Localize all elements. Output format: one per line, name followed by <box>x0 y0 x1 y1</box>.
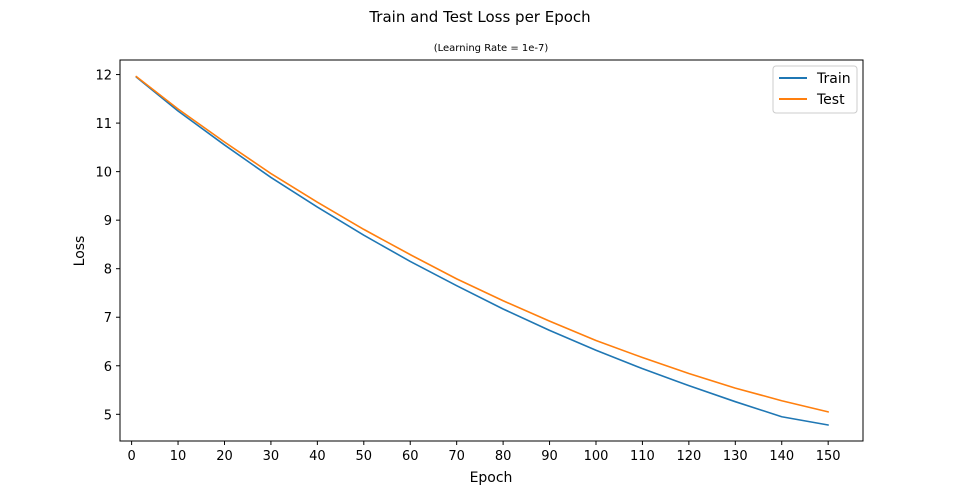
x-tick-label: 140 <box>769 449 794 464</box>
x-tick-label: 60 <box>402 449 419 464</box>
y-tick-label: 7 <box>104 311 112 326</box>
plot-frame <box>119 59 864 442</box>
y-tick-label: 9 <box>104 214 112 229</box>
legend-label-train: Train <box>816 71 851 87</box>
y-axis-label: Loss <box>72 236 88 267</box>
x-tick-label: 20 <box>216 449 233 464</box>
x-tick-label: 40 <box>309 449 326 464</box>
chart-title: Train and Test Loss per Epoch <box>368 8 590 26</box>
x-tick-label: 90 <box>541 449 558 464</box>
y-tick-label: 12 <box>95 69 112 84</box>
x-tick-label: 150 <box>816 449 841 464</box>
x-tick-label: 130 <box>723 449 748 464</box>
y-tick-label: 5 <box>104 408 112 423</box>
plot-lines <box>135 75 829 426</box>
x-tick-label: 0 <box>127 449 135 464</box>
y-tick-label: 10 <box>95 166 112 181</box>
series-line-train <box>135 76 829 426</box>
y-tick-label: 8 <box>104 263 112 278</box>
legend: Train Test <box>772 65 858 114</box>
y-tick-label: 6 <box>104 360 112 375</box>
x-tick-label: 70 <box>448 449 465 464</box>
legend-label-test: Test <box>816 92 845 108</box>
x-tick-label: 80 <box>495 449 512 464</box>
x-tick-label: 10 <box>170 449 187 464</box>
x-tick-label: 120 <box>676 449 701 464</box>
chart-subtitle: (Learning Rate = 1e-7) <box>434 43 549 54</box>
y-tick-label: 11 <box>95 117 112 132</box>
y-axis: 5 6 7 8 9 10 11 12 <box>95 69 120 423</box>
x-tick-label: 50 <box>356 449 373 464</box>
x-axis: 0 10 20 30 40 50 60 70 80 90 100 110 120 130 140 150 <box>127 441 841 464</box>
series-line-test <box>135 75 829 413</box>
x-tick-label: 30 <box>263 449 280 464</box>
x-axis-label: Epoch <box>470 470 513 486</box>
x-tick-label: 110 <box>630 449 655 464</box>
x-tick-label: 100 <box>584 449 609 464</box>
